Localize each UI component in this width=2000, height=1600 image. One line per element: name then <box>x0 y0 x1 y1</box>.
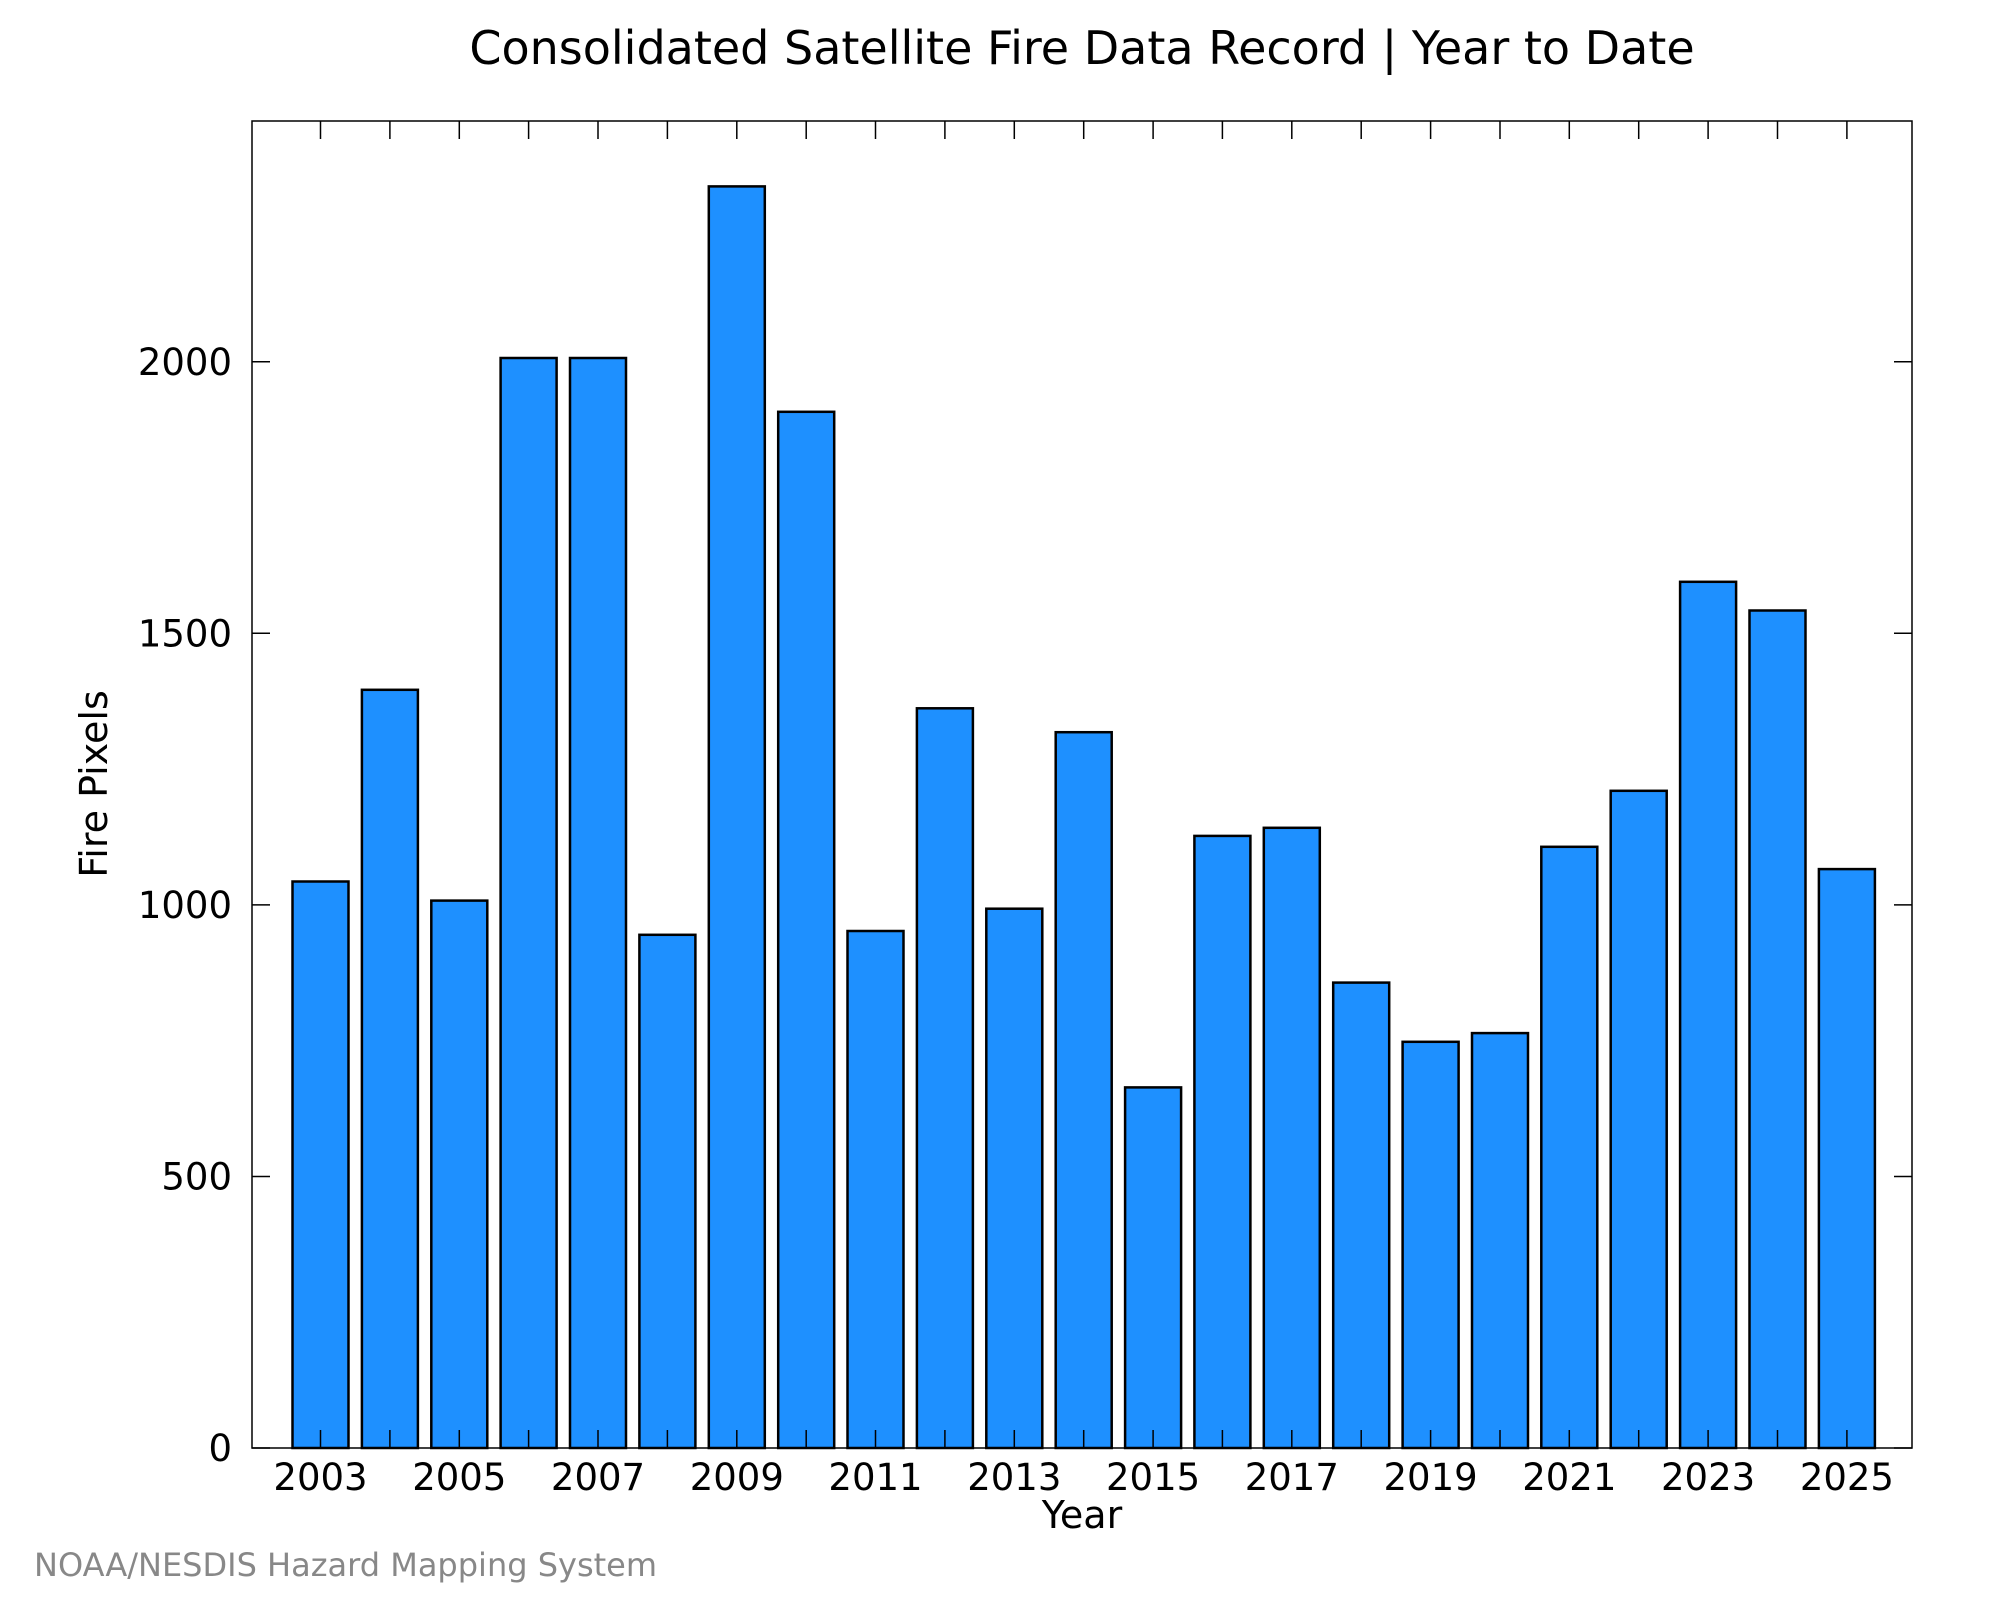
bar-2023 <box>1678 580 1738 1450</box>
plot-frame <box>251 120 1913 1449</box>
y-tick-label-1000: 1000 <box>138 884 232 927</box>
x-tick-label-2013: 2013 <box>967 1456 1061 1499</box>
x-tick-label-2023: 2023 <box>1661 1456 1755 1499</box>
bar-2019 <box>1401 1040 1460 1450</box>
bar-2022 <box>1609 789 1668 1450</box>
y-axis-label: Fire Pixels <box>72 690 116 878</box>
x-tick-label-2019: 2019 <box>1384 1456 1478 1499</box>
y-tick-label-0: 0 <box>208 1427 232 1470</box>
x-tick-label-2017: 2017 <box>1245 1456 1339 1499</box>
x-tick-label-2003: 2003 <box>273 1456 367 1499</box>
bar-2024 <box>1748 609 1807 1450</box>
chart-title: Consolidated Satellite Fire Data Record … <box>469 21 1694 76</box>
bar-2003 <box>291 880 350 1450</box>
bar-2020 <box>1470 1031 1530 1450</box>
bar-2008 <box>638 933 697 1450</box>
bar-2004 <box>360 688 420 1450</box>
bar-2025 <box>1817 867 1877 1450</box>
x-tick-label-2015: 2015 <box>1106 1456 1200 1499</box>
bar-2007 <box>568 356 628 1450</box>
bar-2010 <box>776 410 836 1450</box>
x-tick-label-2007: 2007 <box>551 1456 645 1499</box>
bar-2015 <box>1123 1086 1183 1450</box>
x-axis-label: Year <box>1041 1493 1123 1537</box>
bar-2016 <box>1193 834 1252 1450</box>
y-tick-label-1500: 1500 <box>138 612 232 655</box>
bar-2009 <box>707 185 767 1450</box>
bar-2018 <box>1331 981 1391 1450</box>
source-credit: NOAA/NESDIS Hazard Mapping System <box>34 1546 658 1584</box>
axis-ticks: 0 500 1000 1500 2000 2003 2005 2007 2009 2011 2013… <box>138 121 1912 1499</box>
x-tick-label-2009: 2009 <box>690 1456 784 1499</box>
x-tick-label-2005: 2005 <box>412 1456 506 1499</box>
bar-2012 <box>915 707 975 1450</box>
y-tick-label-500: 500 <box>161 1156 232 1199</box>
bar-2021 <box>1540 845 1599 1450</box>
bar-2006 <box>499 356 558 1450</box>
bar-2005 <box>430 899 489 1450</box>
bar-2013 <box>985 907 1044 1450</box>
y-tick-label-2000: 2000 <box>138 341 232 384</box>
bars-group <box>291 185 1877 1450</box>
bar-2014 <box>1054 730 1113 1450</box>
bar-2011 <box>846 929 905 1450</box>
x-tick-label-2021: 2021 <box>1522 1456 1616 1499</box>
bar-2017 <box>1262 826 1322 1450</box>
x-tick-label-2011: 2011 <box>828 1456 922 1499</box>
x-tick-label-2025: 2025 <box>1800 1456 1894 1499</box>
